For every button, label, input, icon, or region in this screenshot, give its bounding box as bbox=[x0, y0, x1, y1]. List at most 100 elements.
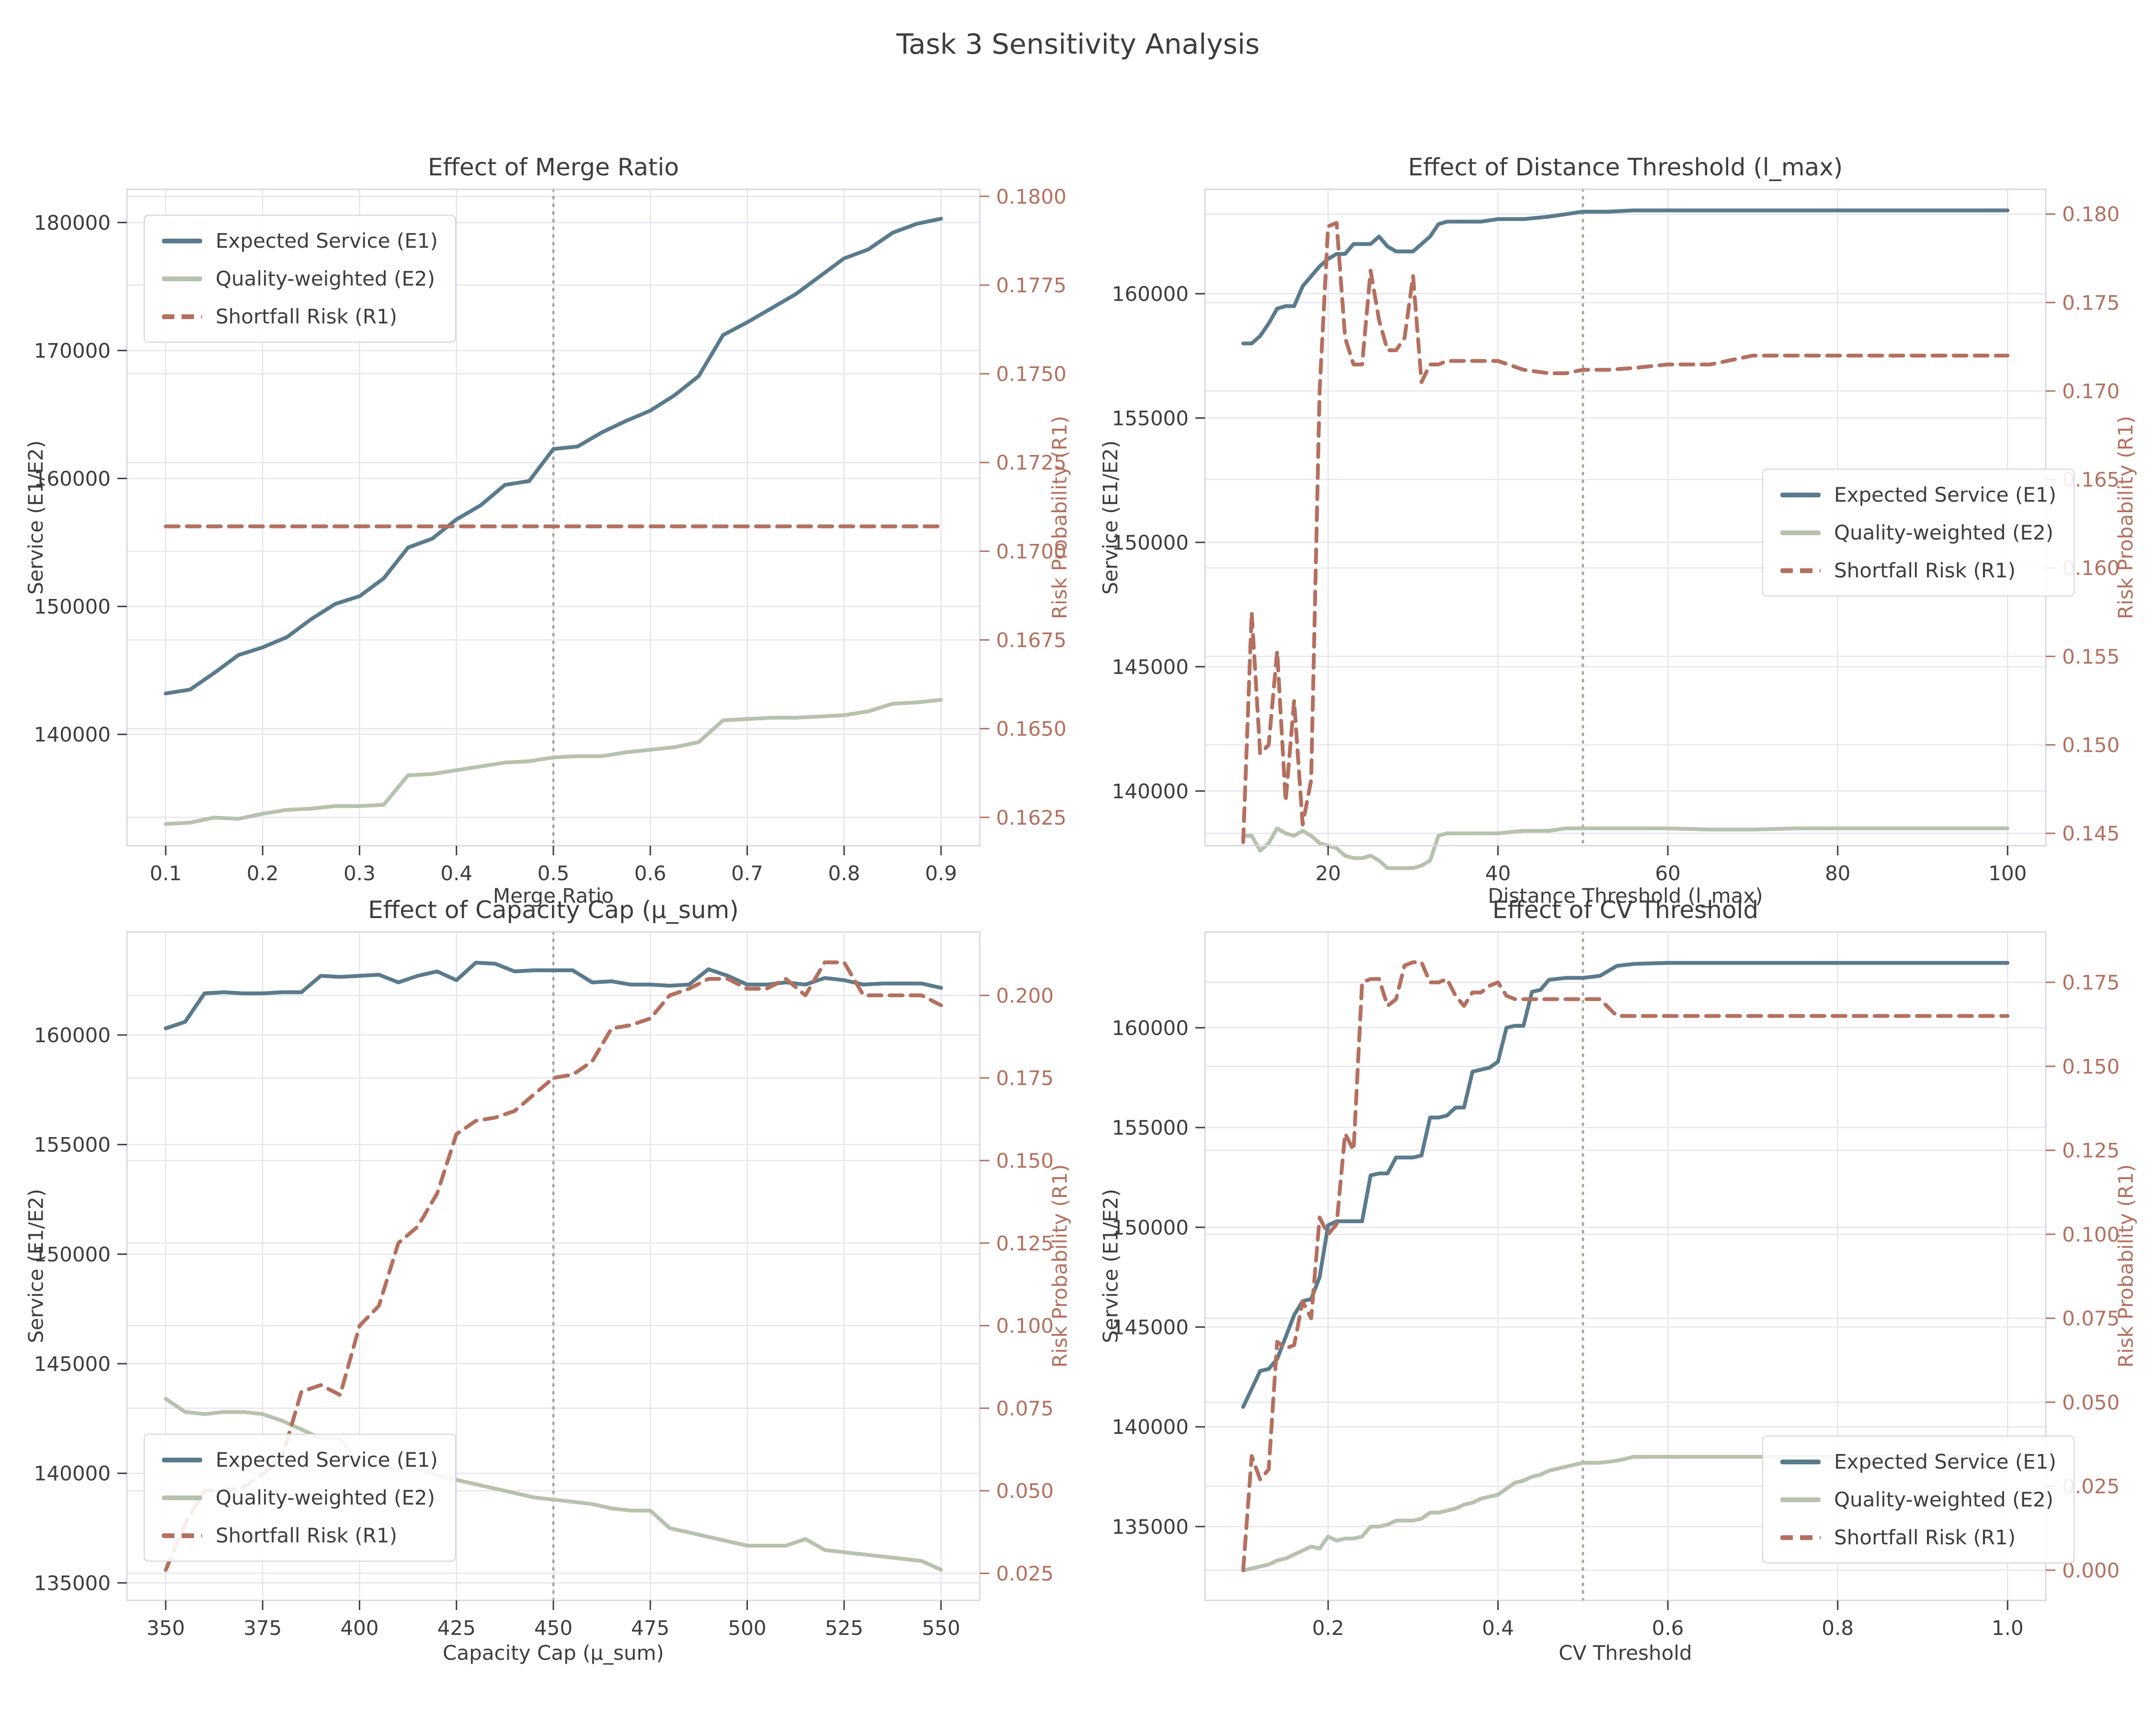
legend: Expected Service (E1) Quality-weighted (… bbox=[1762, 1436, 2075, 1564]
chart-title: Effect of CV Threshold bbox=[1492, 896, 1759, 924]
e1-line-swatch bbox=[162, 238, 202, 243]
tick-label: 140000 bbox=[1112, 780, 1189, 803]
legend-item-e1: Expected Service (E1) bbox=[1780, 483, 2056, 506]
tick-label: 160000 bbox=[1112, 282, 1189, 306]
e2-line-swatch bbox=[162, 276, 202, 281]
tick-label: 155000 bbox=[1112, 406, 1189, 430]
legend: Expected Service (E1) Quality-weighted (… bbox=[144, 215, 456, 343]
tick-label: 0.175 bbox=[2062, 971, 2120, 994]
legend-label-e1: Expected Service (E1) bbox=[1834, 1450, 2056, 1473]
tick-label: 0.4 bbox=[1482, 1616, 1514, 1640]
tick-label: 0.3 bbox=[344, 862, 376, 885]
tick-label: 180000 bbox=[34, 211, 111, 234]
tick-label: 0.180 bbox=[2062, 203, 2120, 226]
legend-item-r1: Shortfall Risk (R1) bbox=[162, 305, 438, 328]
x-axis-label: Merge Ratio bbox=[493, 884, 614, 908]
e2-line-swatch bbox=[1780, 530, 1821, 535]
tick-label: 0.200 bbox=[996, 984, 1054, 1007]
right-y-axis-label: Risk Probability (R1) bbox=[2114, 1164, 2138, 1368]
legend-item-e2: Quality-weighted (E2) bbox=[162, 267, 438, 290]
r1-dashed-line-swatch bbox=[162, 314, 202, 319]
tick-label: 140000 bbox=[1112, 1415, 1189, 1439]
series-line-e2 bbox=[163, 698, 943, 826]
right-y-axis-label: Risk Probability (R1) bbox=[1048, 1164, 1072, 1368]
tick-label: 0.4 bbox=[440, 862, 472, 885]
tick-label: 375 bbox=[243, 1616, 282, 1640]
series-line-e1 bbox=[163, 217, 943, 696]
legend-label-r1: Shortfall Risk (R1) bbox=[216, 1524, 398, 1547]
x-axis-label: Capacity Cap (μ_sum) bbox=[443, 1641, 664, 1665]
tick-label: 135000 bbox=[34, 1571, 111, 1595]
legend-item-e1: Expected Service (E1) bbox=[162, 1448, 438, 1472]
plot-border bbox=[1204, 931, 2047, 1601]
tick-label: 500 bbox=[728, 1616, 766, 1640]
tick-label: 155000 bbox=[34, 1133, 111, 1157]
figure-title: Task 3 Sensitivity Analysis bbox=[896, 28, 1260, 60]
chart-canvas-2: 350 375 400 425 450 475 500 525 550 135000 140000 1… bbox=[34, 931, 1054, 1640]
legend-label-r1: Shortfall Risk (R1) bbox=[1834, 559, 2016, 582]
tick-label: 1.0 bbox=[1992, 1616, 2024, 1640]
tick-label: 0.155 bbox=[2062, 645, 2120, 668]
legend-label-e2: Quality-weighted (E2) bbox=[1834, 521, 2053, 544]
tick-label: 400 bbox=[340, 1616, 378, 1640]
x-axis-label: CV Threshold bbox=[1559, 1641, 1692, 1665]
tick-label: 0.175 bbox=[996, 1067, 1054, 1090]
tick-label: 0.1700 bbox=[996, 540, 1067, 563]
legend-label-r1: Shortfall Risk (R1) bbox=[216, 305, 398, 328]
tick-label: 150000 bbox=[34, 1242, 111, 1266]
legend-label-e2: Quality-weighted (E2) bbox=[216, 267, 435, 290]
tick-label: 0.1625 bbox=[996, 806, 1067, 829]
r1-dashed-line-swatch bbox=[162, 1533, 202, 1538]
tick-label: 0.6 bbox=[634, 862, 666, 885]
chart-canvas-3: 0.2 0.4 0.6 0.8 1.0 135000 140000 145000 150000 1… bbox=[1112, 931, 2120, 1640]
series-line-r1 bbox=[163, 960, 943, 1572]
legend-item-r1: Shortfall Risk (R1) bbox=[1780, 559, 2056, 582]
tick-label: 20 bbox=[1315, 862, 1341, 885]
tick-label: 0.100 bbox=[2062, 1223, 2120, 1246]
tick-label: 150000 bbox=[1112, 1216, 1189, 1239]
chart-title: Effect of Merge Ratio bbox=[427, 153, 679, 181]
legend-label-e1: Expected Service (E1) bbox=[1834, 483, 2056, 506]
chart-title: Effect of Distance Threshold (l_max) bbox=[1408, 153, 1843, 181]
x-axis-label: Distance Threshold (l_max) bbox=[1488, 884, 1763, 908]
tick-label: 0.8 bbox=[828, 862, 860, 885]
series-line-e1 bbox=[1241, 208, 2010, 345]
tick-label: 145000 bbox=[1112, 655, 1189, 678]
tick-label: 60 bbox=[1655, 862, 1680, 885]
tick-label: 0.150 bbox=[2062, 734, 2120, 757]
series-line-e1 bbox=[163, 961, 943, 1031]
tick-label: 0.025 bbox=[996, 1562, 1054, 1585]
tick-label: 350 bbox=[147, 1616, 185, 1640]
tick-label: 0.125 bbox=[2062, 1139, 2120, 1162]
legend: Expected Service (E1) Quality-weighted (… bbox=[144, 1434, 456, 1562]
series-line-e2 bbox=[163, 1397, 943, 1572]
tick-label: 0.1775 bbox=[996, 274, 1067, 297]
tick-label: 135000 bbox=[1112, 1515, 1189, 1539]
tick-label: 0.8 bbox=[1822, 1616, 1854, 1640]
tick-label: 160000 bbox=[34, 467, 111, 491]
e1-line-swatch bbox=[1780, 492, 1821, 497]
legend-item-e2: Quality-weighted (E2) bbox=[1780, 521, 2056, 544]
tick-label: 0.1800 bbox=[996, 185, 1067, 208]
tick-label: 150000 bbox=[34, 595, 111, 619]
r1-dashed-line-swatch bbox=[1780, 568, 1821, 573]
tick-label: 170000 bbox=[34, 339, 111, 362]
tick-label: 0.050 bbox=[2062, 1391, 2120, 1414]
tick-label: 0.145 bbox=[2062, 822, 2120, 845]
series-line-r1 bbox=[1241, 221, 2010, 844]
r1-dashed-line-swatch bbox=[1780, 1535, 1821, 1540]
tick-label: 0.075 bbox=[2062, 1307, 2120, 1330]
tick-label: 140000 bbox=[34, 723, 111, 747]
tick-label: 0.170 bbox=[2062, 380, 2120, 403]
legend-item-e1: Expected Service (E1) bbox=[1780, 1450, 2056, 1473]
tick-label: 160000 bbox=[1112, 1016, 1189, 1040]
tick-label: 0.175 bbox=[2062, 291, 2120, 314]
tick-label: 40 bbox=[1485, 862, 1511, 885]
tick-label: 0.2 bbox=[1312, 1616, 1344, 1640]
legend-item-r1: Shortfall Risk (R1) bbox=[1780, 1526, 2056, 1549]
chart-title: Effect of Capacity Cap (μ_sum) bbox=[368, 896, 739, 924]
series-line-r1 bbox=[1241, 960, 2010, 1572]
legend-label-e1: Expected Service (E1) bbox=[216, 1448, 438, 1472]
right-y-axis-label: Risk Probability (R1) bbox=[1048, 415, 1071, 620]
